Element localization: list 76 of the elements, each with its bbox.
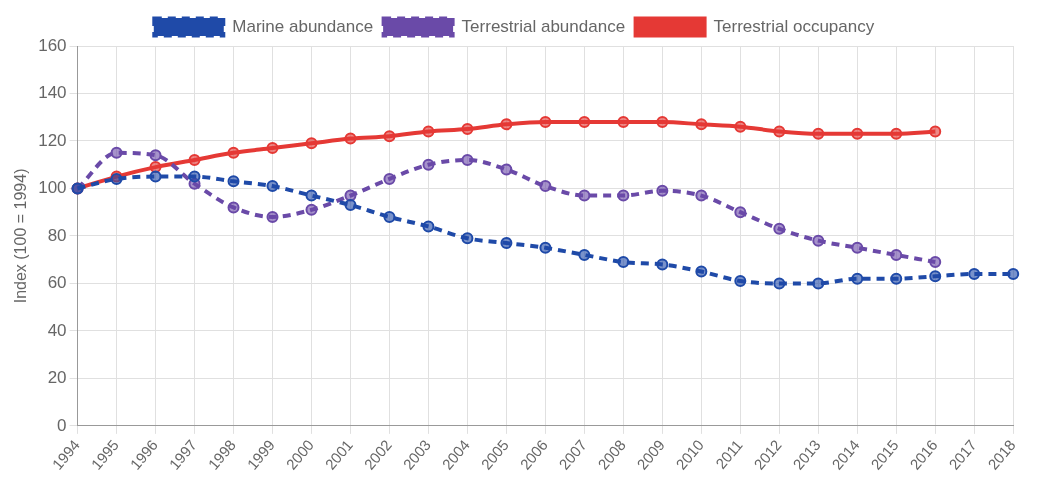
y-tick-label: 100: [38, 178, 67, 198]
point: [890, 127, 903, 140]
point: [266, 210, 279, 223]
point: [617, 115, 630, 128]
point: [656, 258, 669, 271]
point: [227, 146, 240, 159]
point: [656, 115, 669, 128]
point: [500, 237, 513, 250]
point: [383, 210, 396, 223]
point: [929, 256, 942, 269]
point: [305, 189, 318, 202]
point: [929, 270, 942, 283]
point: [812, 127, 825, 140]
point: [812, 234, 825, 247]
y-tick-label: 0: [57, 415, 67, 435]
point: [968, 267, 981, 280]
point: [227, 201, 240, 214]
y-tick-label: 120: [38, 130, 67, 150]
point: [539, 115, 552, 128]
point: [383, 172, 396, 185]
point: [734, 120, 747, 133]
point: [305, 137, 318, 150]
point: [890, 248, 903, 261]
point: [578, 248, 591, 261]
point: [422, 125, 435, 138]
point: [188, 170, 201, 183]
point: [851, 241, 864, 254]
point: [851, 272, 864, 285]
point: [695, 189, 708, 202]
point: [578, 115, 591, 128]
point: [227, 175, 240, 188]
y-tick-label: 20: [47, 368, 67, 388]
point: [500, 163, 513, 176]
point: [461, 123, 474, 136]
point: [539, 241, 552, 254]
point: [773, 222, 786, 235]
point: [734, 275, 747, 288]
point: [617, 189, 630, 202]
point: [734, 206, 747, 219]
point: [539, 180, 552, 193]
legend-label: Terrestrial occupancy: [713, 16, 875, 36]
point: [617, 256, 630, 269]
point: [500, 118, 513, 131]
point: [149, 170, 162, 183]
point: [344, 199, 357, 212]
point: [344, 132, 357, 145]
point: [890, 272, 903, 285]
point: [305, 203, 318, 216]
point: [266, 180, 279, 193]
y-tick-label: 40: [47, 320, 67, 340]
point: [422, 220, 435, 233]
point: [461, 232, 474, 245]
point: [656, 184, 669, 197]
point: [461, 153, 474, 166]
y-tick-label: 160: [38, 35, 67, 55]
point: [266, 142, 279, 155]
point: [773, 277, 786, 290]
point: [1007, 267, 1020, 280]
point: [773, 125, 786, 138]
point: [149, 149, 162, 162]
y-tick-label: 60: [47, 273, 67, 293]
legend-label: Marine abundance: [232, 16, 374, 36]
point: [110, 146, 123, 159]
y-axis-title: Index (100 = 1994): [12, 168, 30, 304]
point: [578, 189, 591, 202]
legend-label: Terrestrial abundance: [461, 16, 626, 36]
point: [422, 158, 435, 171]
point: [812, 277, 825, 290]
point: [929, 125, 942, 138]
y-tick-label: 80: [47, 225, 67, 245]
y-tick-label: 140: [38, 83, 67, 103]
point: [695, 265, 708, 278]
point: [851, 127, 864, 140]
point: [383, 130, 396, 143]
point: [695, 118, 708, 131]
point: [188, 153, 201, 166]
